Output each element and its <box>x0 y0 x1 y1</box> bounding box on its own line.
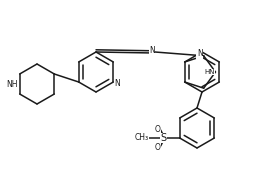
Text: O: O <box>155 142 161 152</box>
Text: N: N <box>149 46 155 55</box>
Text: NH: NH <box>6 79 18 89</box>
Text: N: N <box>115 78 120 88</box>
Text: HN: HN <box>204 69 215 75</box>
Text: S: S <box>161 133 167 143</box>
Text: O: O <box>155 125 161 133</box>
Text: N: N <box>197 49 203 58</box>
Text: CH₃: CH₃ <box>135 133 149 142</box>
